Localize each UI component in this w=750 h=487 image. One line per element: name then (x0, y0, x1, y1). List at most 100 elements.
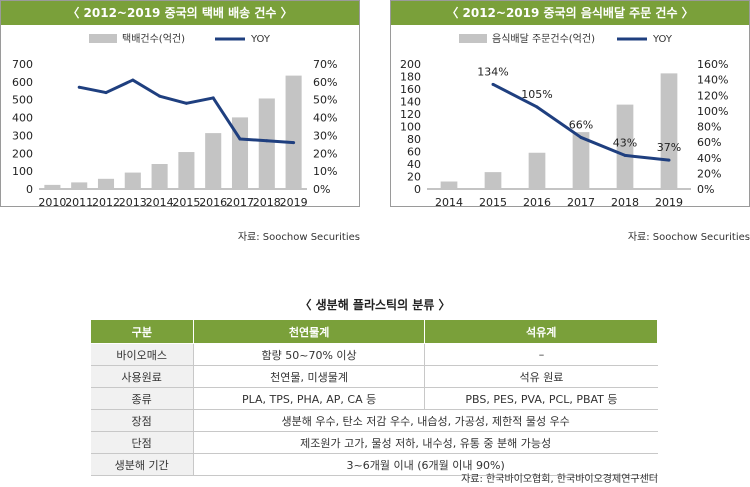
bar (440, 181, 458, 189)
chart-title: 〈 2012~2019 중국의 음식배달 주문 건수 〉 (391, 1, 749, 25)
chart-parcel-deliveries: 〈 2012~2019 중국의 택배 배송 건수 〉 택배건수(억건) YOY 0 1… (0, 0, 360, 208)
bar (616, 104, 634, 189)
yoy-data-label: 66% (569, 118, 593, 131)
right-tick-label: 0% (697, 183, 714, 196)
bar (44, 184, 61, 189)
cell-petro: – (424, 343, 658, 366)
right-tick-label: 160% (697, 58, 728, 71)
x-tick-label: 2018 (611, 196, 639, 208)
chart-food-svg: 음식배달 주문건수(억건) YOY 020406080100120140160180… (400, 33, 728, 208)
yoy-point (238, 137, 242, 141)
left-tick-label: 60 (407, 146, 421, 159)
bar (528, 152, 546, 189)
legend-line-label: YOY (250, 34, 271, 45)
classification-table: 구분 천연물계 석유계 바이오매스 함량 50~70% 이상 – 사용원료 천연… (90, 320, 658, 476)
table-row: 사용원료 천연물, 미생물계 석유 원료 (90, 365, 658, 388)
x-tick-label: 2014 (146, 196, 174, 208)
bar (71, 182, 88, 189)
right-tick-label: 50% (313, 94, 337, 107)
yoy-point (184, 101, 188, 105)
cell-merged: 생분해 우수, 탄소 저감 우수, 내습성, 가공성, 제한적 물성 우수 (192, 409, 658, 432)
yoy-point (623, 153, 627, 157)
left-tick-label: 20 (407, 171, 421, 184)
cell-natural: 함량 50~70% 이상 (192, 343, 425, 366)
table-title: 〈 생분해 플라스틱의 분류 〉 (299, 298, 451, 312)
x-tick-label: 2015 (479, 196, 507, 208)
left-tick-label: 500 (12, 94, 33, 107)
row-label: 바이오매스 (90, 343, 194, 366)
yoy-point (535, 105, 539, 109)
right-tick-label: 100% (697, 105, 728, 118)
cell-petro: PBS, PES, PVA, PCL, PBAT 등 (424, 387, 658, 410)
right-tick-label: 10% (313, 165, 337, 178)
legend-bar-label: 음식배달 주문건수(억건) (492, 33, 595, 45)
x-tick-label: 2015 (172, 196, 200, 208)
table-row: 생분해 기간 3~6개월 이내 (6개월 이내 90%) (90, 453, 658, 476)
yoy-point (292, 141, 296, 145)
row-label: 생분해 기간 (90, 453, 194, 476)
table-row: 장점 생분해 우수, 탄소 저감 우수, 내습성, 가공성, 제한적 물성 우수 (90, 409, 658, 432)
chart-source: 자료: Soochow Securities (237, 232, 360, 243)
x-tick-label: 2011 (65, 196, 93, 208)
legend-bar-swatch (459, 34, 487, 43)
legend-line-label: YOY (652, 34, 673, 45)
left-tick-label: 80 (407, 133, 421, 146)
right-tick-label: 30% (313, 129, 337, 142)
legend-bar-label: 택배건수(억건) (122, 33, 185, 45)
left-tick-label: 100 (400, 121, 421, 134)
yoy-data-label: 134% (477, 65, 508, 78)
left-tick-label: 200 (400, 58, 421, 71)
bar (97, 178, 115, 189)
right-tick-label: 40% (697, 152, 721, 165)
yoy-point (104, 91, 108, 95)
left-tick-label: 120 (400, 108, 421, 121)
x-tick-label: 2016 (523, 196, 551, 208)
yoy-data-label: 43% (613, 136, 637, 149)
left-tick-label: 0 (414, 183, 421, 196)
cell-natural: 천연물, 미생물계 (192, 365, 425, 388)
yoy-data-label: 105% (521, 88, 552, 101)
yoy-point (131, 78, 135, 82)
left-tick-label: 600 (12, 76, 33, 89)
x-tick-label: 2014 (435, 196, 463, 208)
left-tick-label: 0 (26, 183, 33, 196)
chart-food-delivery: 〈 2012~2019 중국의 음식배달 주문 건수 〉 음식배달 주문건수(억… (390, 0, 750, 208)
yoy-point (579, 135, 583, 139)
bar (285, 75, 302, 189)
table-row: 단점 제조원가 고가, 물성 저하, 내수성, 유통 중 분해 가능성 (90, 431, 658, 454)
right-tick-label: 20% (697, 167, 721, 180)
yoy-point (77, 85, 81, 89)
bar (660, 73, 678, 189)
x-tick-label: 2012 (92, 196, 120, 208)
left-tick-label: 700 (12, 58, 33, 71)
bar (572, 132, 590, 189)
x-tick-label: 2018 (253, 196, 281, 208)
left-tick-label: 140 (400, 96, 421, 109)
left-tick-label: 40 (407, 158, 421, 171)
table-row: 종류 PLA, TPS, PHA, AP, CA 등 PBS, PES, PVA… (90, 387, 658, 410)
row-label: 종류 (90, 387, 194, 410)
yoy-point (211, 96, 215, 100)
cell-natural: PLA, TPS, PHA, AP, CA 등 (192, 387, 425, 410)
row-label: 사용원료 (90, 365, 194, 388)
table-source: 자료: 한국바이오협회, 한국바이오경제연구센터 (461, 474, 658, 485)
yoy-point (265, 139, 269, 143)
legend-bar-swatch (89, 34, 117, 43)
header-petroleum: 석유계 (424, 320, 658, 344)
right-tick-label: 0% (313, 183, 330, 196)
bar (151, 164, 168, 189)
right-tick-label: 120% (697, 89, 728, 102)
bar (484, 172, 502, 189)
yoy-point (491, 82, 495, 86)
bar (124, 172, 141, 189)
left-tick-label: 300 (12, 129, 33, 142)
right-tick-label: 70% (313, 58, 337, 71)
right-tick-label: 140% (697, 74, 728, 87)
chart-parcel-svg: 택배건수(억건) YOY 0 100 200 300 400 500 600 700 0% 10% 20… (12, 33, 337, 208)
bar (205, 133, 222, 189)
table-row: 바이오매스 함량 50~70% 이상 – (90, 343, 658, 366)
x-tick-label: 2013 (119, 196, 147, 208)
right-tick-label: 60% (313, 76, 337, 89)
x-tick-label: 2016 (199, 196, 227, 208)
cell-merged: 제조원가 고가, 물성 저하, 내수성, 유통 중 분해 가능성 (192, 431, 658, 454)
